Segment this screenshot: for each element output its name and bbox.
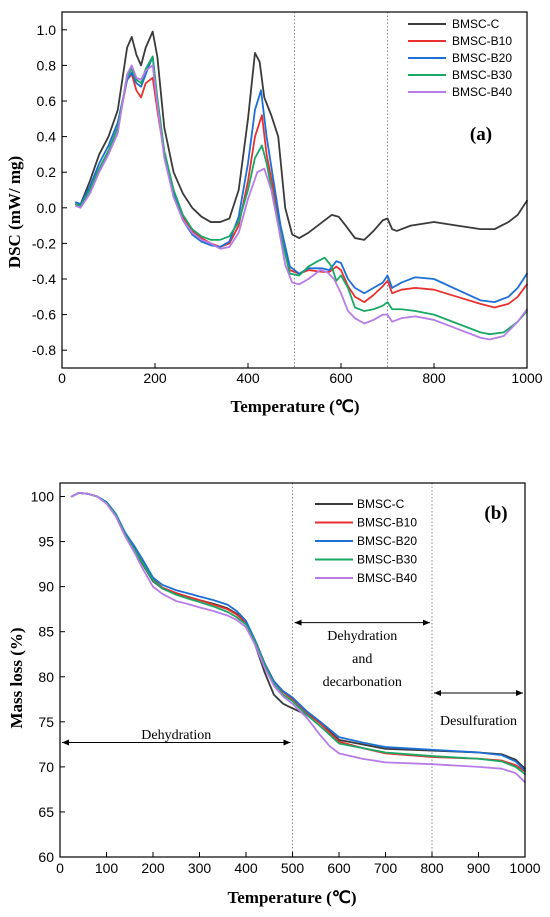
dsc-series-bmsc-b40 (75, 64, 528, 341)
tg-x-tick-label: 900 (467, 860, 491, 876)
tg-x-tick-label: 1000 (509, 860, 540, 876)
dsc-y-tick-label: 0.8 (37, 57, 57, 73)
tg-legend: BMSC-C BMSC-B10 BMSC-B20 BMSC-B30 BMSC-B40 (315, 497, 417, 585)
arrow-head-right-icon (423, 619, 430, 626)
dsc-y-tick-label: 0.2 (37, 164, 57, 180)
annotation-label: Dehydration (327, 629, 397, 644)
tg-x-tick-label: 400 (234, 860, 258, 876)
dsc-x-tick-label: 400 (236, 370, 260, 386)
dsc-series-bmsc-b30 (75, 55, 528, 336)
tg-y-tick-label: 60 (38, 849, 54, 865)
dsc-x-axis-title: Temperature (℃) (230, 397, 359, 416)
dsc-x-tick-label: 600 (329, 370, 353, 386)
tg-y-tick-label: 95 (38, 534, 54, 550)
arrow-head-left-icon (434, 689, 441, 696)
dsc-plot-area: 0 200 400 600 800 1000 -0.8 -0.6 -0.4 -0.2 0.0 0.2 0… (32, 11, 543, 386)
legend-label-bmsc-b10: BMSC-B10 (357, 516, 417, 530)
legend-label-bmsc-b40: BMSC-B40 (452, 85, 512, 99)
legend-label-bmsc-c: BMSC-C (357, 497, 405, 511)
tg-x-tick-label: 0 (56, 860, 64, 876)
dsc-chart-panel: DSC (mW/ mg) Temperature (℃) (a) 0 200 400… (5, 11, 543, 416)
arrow-head-left-icon (294, 619, 302, 626)
tg-series-bmsc-b10 (70, 492, 526, 773)
dsc-y-tick-label: 0.4 (37, 129, 57, 145)
tg-x-tick-label: 200 (141, 860, 165, 876)
dsc-x-tick-label: 200 (143, 370, 167, 386)
dsc-y-axis-title: DSC (mW/ mg) (5, 156, 24, 268)
tg-panel-label: (b) (484, 503, 507, 524)
annotation-label: and (352, 652, 372, 667)
dsc-series-bmsc-b10 (75, 73, 528, 309)
tg-plot-area: 0 100 200 300 400 500 600 700 800 900 1000 60 65 70 75… (31, 482, 541, 876)
dsc-series-bmsc-b20 (75, 55, 528, 304)
tg-y-tick-label: 90 (38, 579, 54, 595)
tg-x-tick-label: 300 (188, 860, 212, 876)
tg-x-tick-label: 700 (374, 860, 398, 876)
tg-y-tick-label: 70 (38, 759, 54, 775)
arrow-head-left-icon (62, 739, 69, 746)
annotation-label: Dehydration (141, 728, 211, 743)
legend-label-bmsc-c: BMSC-C (452, 17, 500, 31)
dsc-legend: BMSC-C BMSC-B10 BMSC-B20 BMSC-B30 BMSC-B40 (408, 17, 512, 99)
tg-x-tick-label: 100 (95, 860, 119, 876)
tg-y-tick-label: 85 (38, 624, 54, 640)
legend-label-bmsc-b30: BMSC-B30 (452, 68, 512, 82)
tg-x-tick-label: 500 (281, 860, 305, 876)
tg-series-bmsc-b40 (70, 492, 526, 784)
tg-series-bmsc-b30 (70, 492, 526, 775)
dsc-y-tick-label: 0.6 (37, 93, 57, 109)
annotation-dehydration: Dehydration (62, 728, 291, 746)
dsc-panel-label: (a) (470, 124, 492, 145)
arrow-head-right-icon (283, 739, 291, 746)
legend-label-bmsc-b20: BMSC-B20 (357, 534, 417, 548)
dsc-series-bmsc-c (75, 30, 528, 241)
legend-label-bmsc-b20: BMSC-B20 (452, 51, 512, 65)
dsc-x-tick-label: 0 (58, 370, 66, 386)
dsc-x-tick-label: 1000 (511, 370, 542, 386)
dsc-plot-frame (61, 11, 528, 369)
dsc-y-tick-label: 0.0 (37, 200, 57, 216)
legend-label-bmsc-b30: BMSC-B30 (357, 553, 417, 567)
tg-x-tick-label: 800 (420, 860, 444, 876)
tg-y-tick-label: 75 (38, 714, 54, 730)
dsc-y-tick-label: -0.8 (32, 342, 56, 358)
arrow-head-right-icon (516, 689, 523, 696)
tg-y-axis-title: Mass loss (%) (7, 627, 26, 728)
tg-y-tick-label: 100 (31, 489, 55, 505)
tg-x-tick-label: 600 (327, 860, 351, 876)
dsc-y-tick-label: -0.4 (32, 271, 56, 287)
dsc-y-tick-label: 1.0 (37, 22, 57, 38)
legend-label-bmsc-b40: BMSC-B40 (357, 571, 417, 585)
dsc-x-tick-label: 800 (422, 370, 446, 386)
annotation-dehydration-and-decarbonation: Dehydration and decarbonation (294, 619, 430, 690)
annotation-desulfuration: Desulfuration (434, 689, 523, 729)
dsc-y-tick-label: -0.6 (32, 307, 56, 323)
dsc-y-tick-label: -0.2 (32, 235, 56, 251)
annotation-label: Desulfuration (440, 714, 517, 729)
tg-y-tick-label: 80 (38, 669, 54, 685)
tg-y-tick-label: 65 (38, 804, 54, 820)
legend-label-bmsc-b10: BMSC-B10 (452, 34, 512, 48)
tg-chart-panel: Mass loss (%) Temperature (℃) (b) 0 100 20… (7, 482, 541, 907)
annotation-label: decarbonation (323, 675, 402, 690)
tg-x-axis-title: Temperature (℃) (227, 888, 356, 907)
